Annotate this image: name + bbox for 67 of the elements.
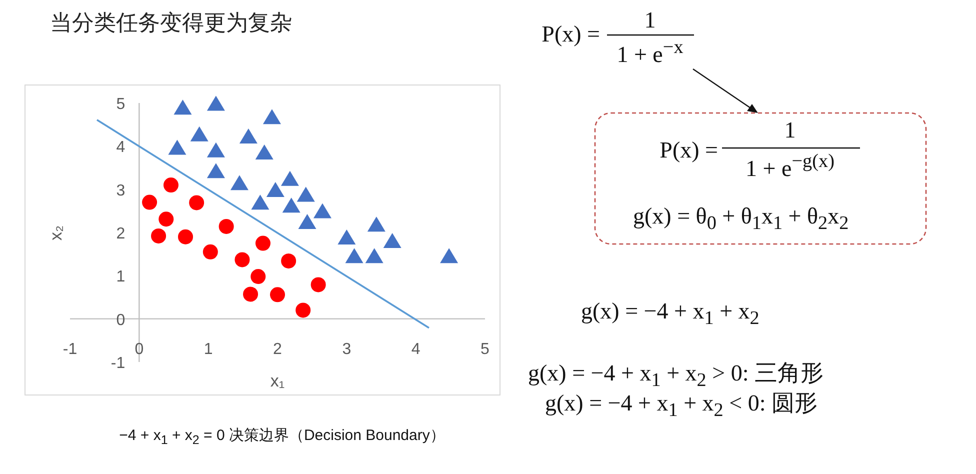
text: g(x) = −4 + x$_{1}$ + x$_{2}$ xyxy=(581,298,760,330)
y-tick-label: 2 xyxy=(116,226,126,242)
point xyxy=(174,100,192,115)
point xyxy=(251,194,270,210)
point xyxy=(338,230,356,245)
point xyxy=(190,126,208,142)
point xyxy=(266,182,284,198)
point xyxy=(255,144,274,160)
point xyxy=(218,218,234,234)
point xyxy=(345,248,364,264)
point xyxy=(296,302,311,318)
text: 1 + e$^{−g(x)}$ xyxy=(746,151,834,181)
text: P(x) = xyxy=(542,22,600,46)
text: 1 xyxy=(784,118,796,142)
text: 1 + e$^{−x}$ xyxy=(616,37,684,67)
x-tick-label: 1 xyxy=(204,340,213,358)
point xyxy=(310,277,326,292)
x-tick-label: 3 xyxy=(342,340,352,358)
point xyxy=(270,287,285,302)
y-tick-label: 5 xyxy=(116,96,126,113)
text: g(x) = θ$_{0}$ + θ$_{1}$x$_{1}$ + θ$_{2}$x$_{2}$ xyxy=(633,204,849,234)
y-tick-label: 3 xyxy=(116,182,126,200)
x-tick-label: 2 xyxy=(273,340,282,358)
point xyxy=(281,253,296,268)
point xyxy=(365,248,384,264)
y-tick-label: 4 xyxy=(116,139,126,156)
point xyxy=(168,140,186,155)
text: 1 xyxy=(644,8,656,32)
point xyxy=(189,195,204,210)
point xyxy=(163,178,178,193)
point xyxy=(282,198,300,213)
x-axis-title: x₁ xyxy=(270,371,285,390)
point xyxy=(178,229,194,244)
point xyxy=(239,128,258,144)
y-tick-label: 0 xyxy=(116,312,126,329)
y-tick-label: 1 xyxy=(116,268,126,286)
point xyxy=(296,186,315,202)
point xyxy=(367,216,386,232)
point xyxy=(234,252,250,268)
point xyxy=(440,248,458,264)
y-tick-label: -1 xyxy=(110,355,126,372)
text: g(x) = −4 + x$_{1}$ + x$_{2}$ < 0: 圆形 xyxy=(545,390,818,422)
point xyxy=(250,269,266,284)
point xyxy=(255,236,270,251)
point xyxy=(313,203,332,218)
point xyxy=(298,214,316,230)
point xyxy=(262,109,281,124)
x-tick-label: -1 xyxy=(62,340,78,358)
point xyxy=(230,175,248,190)
y-axis-title: x₂ xyxy=(46,224,66,240)
point xyxy=(206,142,225,158)
point xyxy=(206,163,225,178)
text: P(x) = xyxy=(660,138,718,162)
point xyxy=(206,96,225,111)
point xyxy=(280,170,299,186)
point xyxy=(243,286,258,302)
chart-title: 当分类任务变得更为复杂 xyxy=(50,10,292,35)
point xyxy=(158,212,174,227)
x-tick-label: 5 xyxy=(480,340,490,358)
x-tick-label: 4 xyxy=(411,340,420,358)
x-tick-label: 0 xyxy=(134,340,144,358)
point xyxy=(202,244,218,260)
point xyxy=(142,194,158,210)
text: 1 xyxy=(651,370,661,392)
text: 1 xyxy=(160,432,168,447)
point xyxy=(383,232,402,248)
point xyxy=(151,228,166,244)
